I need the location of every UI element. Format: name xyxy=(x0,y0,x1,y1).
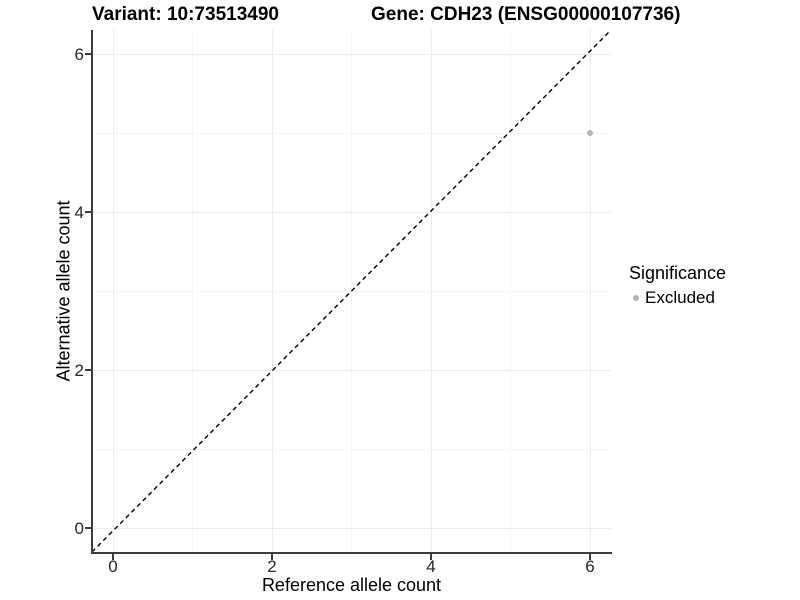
legend-item-label: Excluded xyxy=(645,288,715,307)
y-tick-0 xyxy=(85,527,91,529)
y-tick-2 xyxy=(85,369,91,371)
gridline-y6 xyxy=(92,54,611,55)
legend-title: Significance xyxy=(629,263,727,283)
x-axis-line xyxy=(91,552,612,554)
y-tick-label: 4 xyxy=(74,203,84,222)
x-tick-label: 0 xyxy=(108,557,118,576)
identity-dashed-line xyxy=(92,30,611,552)
gridline-y4 xyxy=(92,212,611,213)
plot-title-variant: Variant: 10:73513490 xyxy=(92,4,279,25)
gridline-y2 xyxy=(92,370,611,371)
legend-item-excluded: Excluded xyxy=(629,288,726,308)
y-tick-label: 0 xyxy=(74,519,84,538)
plot-panel xyxy=(92,30,611,552)
x-tick-label: 4 xyxy=(426,557,436,576)
x-tick-2 xyxy=(271,554,273,560)
data-point-excluded xyxy=(587,130,593,136)
y-tick-label: 2 xyxy=(74,361,84,380)
gridline-y1-minor xyxy=(92,449,611,450)
legend: Significance Excluded xyxy=(629,263,726,308)
x-axis-title: Reference allele count xyxy=(261,575,442,595)
y-tick-4 xyxy=(85,211,91,213)
y-tick-6 xyxy=(85,53,91,55)
x-tick-4 xyxy=(430,554,432,560)
x-tick-label: 2 xyxy=(267,557,277,576)
gridline-y3-minor xyxy=(92,291,611,292)
gridline-y0 xyxy=(92,528,611,529)
y-tick-label: 6 xyxy=(74,45,84,64)
plot-title-gene: Gene: CDH23 (ENSG00000107736) xyxy=(371,4,681,25)
gridline-y5-minor xyxy=(92,133,611,134)
y-axis-title: Alternative allele count xyxy=(53,200,74,382)
legend-key-dot-icon xyxy=(633,295,639,301)
x-tick-0 xyxy=(112,554,114,560)
x-tick-label: 6 xyxy=(585,557,595,576)
y-axis-line xyxy=(91,30,93,554)
x-tick-6 xyxy=(589,554,591,560)
